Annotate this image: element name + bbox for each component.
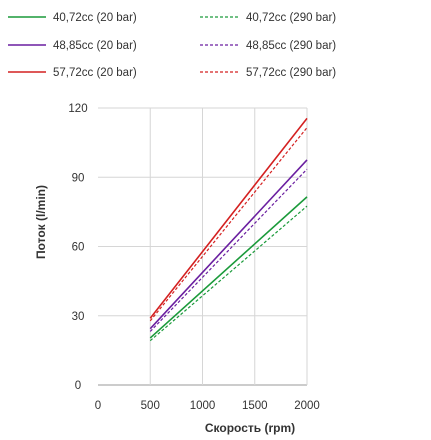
legend-label-2: 48,85cc (20 bar)	[53, 40, 137, 52]
legend-label-5: 57,72cc (290 bar)	[246, 67, 336, 79]
legend-label-3: 48,85cc (290 bar)	[246, 40, 336, 52]
series-line-4	[149, 117, 308, 319]
x-tick-label: 1000	[190, 400, 216, 412]
series-line-1	[149, 205, 308, 342]
grid	[98, 107, 308, 386]
tick-labels: 0 30 60 90 120 0 500 1000 1500 2000	[68, 103, 319, 412]
series-lines	[149, 117, 308, 342]
x-tick-label: 2000	[294, 400, 320, 412]
x-tick-label: 0	[95, 400, 101, 412]
legend-label-1: 40,72cc (290 bar)	[246, 12, 336, 24]
series-line-3	[149, 168, 308, 332]
series-line-5	[149, 127, 308, 322]
y-tick-label: 0	[75, 380, 81, 392]
y-tick-label: 60	[72, 242, 85, 254]
legend: 40,72cc (20 bar) 40,72cc (290 bar) 48,85cc…	[8, 12, 336, 79]
x-tick-label: 1500	[242, 400, 268, 412]
series-line-0	[149, 196, 308, 339]
legend-label-0: 40,72cc (20 bar)	[53, 12, 137, 24]
y-tick-label: 30	[72, 311, 85, 323]
legend-label-4: 57,72cc (20 bar)	[53, 67, 137, 79]
y-axis-label: Поток (l/min)	[34, 185, 48, 259]
series-line-2	[149, 159, 308, 330]
y-tick-label: 120	[68, 103, 87, 115]
x-tick-label: 500	[141, 400, 160, 412]
y-tick-label: 90	[72, 172, 85, 184]
x-axis-label: Скорость (rpm)	[205, 421, 295, 435]
